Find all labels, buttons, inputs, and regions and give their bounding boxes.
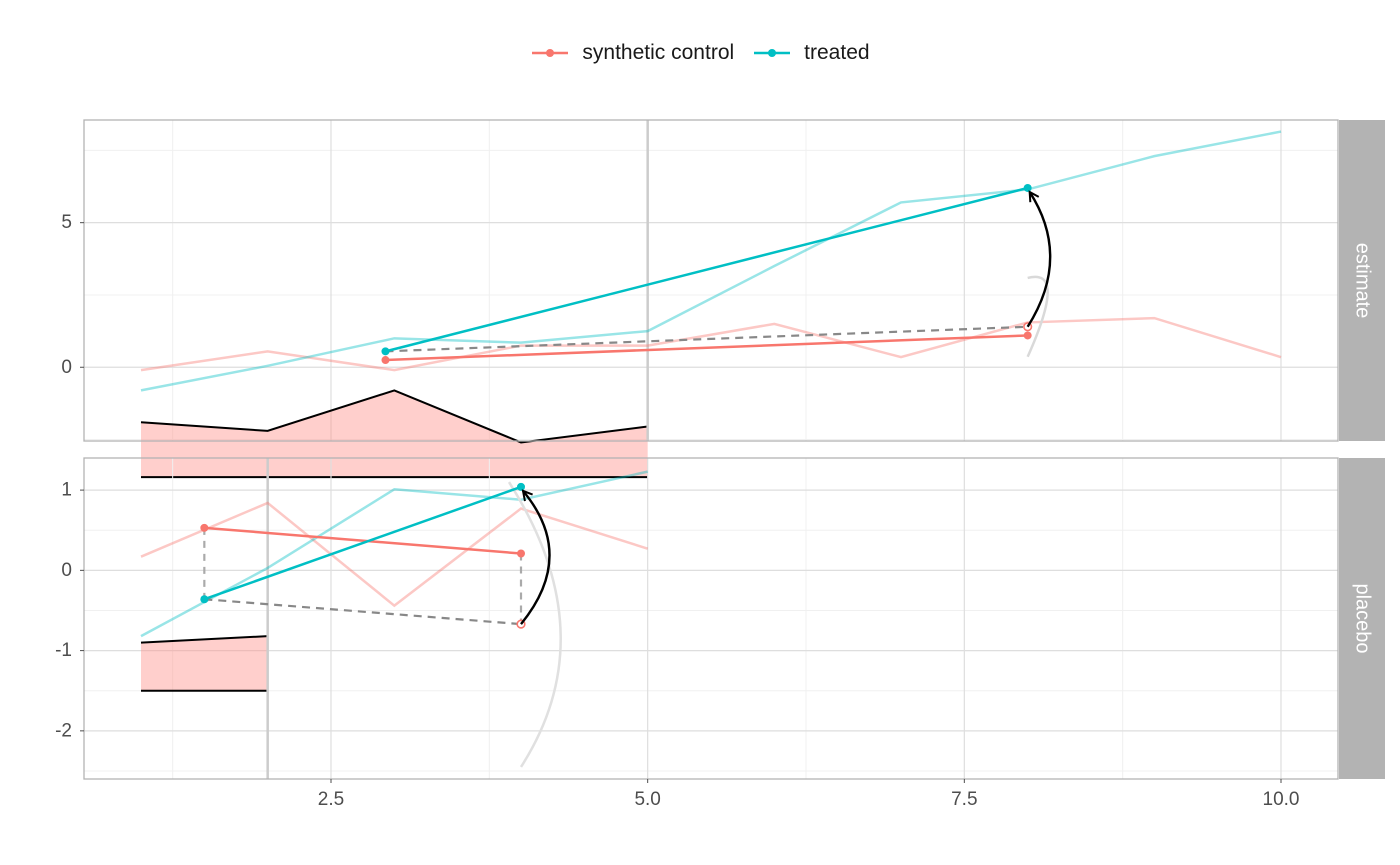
mean-point-treated — [200, 595, 209, 604]
y-tick-label: 0 — [61, 357, 72, 378]
effect-arrow — [1026, 192, 1052, 328]
mean-line-treated — [203, 485, 522, 601]
panel-placebo: placebo 1 0 -1 -2 — [55, 457, 1385, 780]
legend-label-synthetic-control: synthetic control — [582, 41, 735, 64]
strip-label-estimate: estimate — [1352, 243, 1374, 319]
mean-line-synthetic-control — [385, 334, 1028, 362]
strip-label-placebo: placebo — [1352, 583, 1374, 653]
legend-key-synthetic-control — [532, 49, 569, 57]
effect-arrow — [520, 491, 551, 625]
strip-background — [1339, 120, 1385, 441]
mean-point-treated — [1023, 183, 1032, 192]
y-tick-label: 1 — [61, 480, 72, 501]
mean-point-synthetic-control — [1023, 331, 1032, 340]
series-line-synthetic-control — [140, 316, 1282, 372]
mean-point-treated — [517, 482, 525, 491]
series-line-synthetic-control — [140, 501, 649, 608]
x-tick-label: 7.5 — [951, 789, 977, 810]
legend-label-treated: treated — [804, 41, 870, 64]
series-line-treated — [140, 470, 648, 638]
legend-key-treated — [754, 49, 791, 57]
ribbon-top-line — [140, 389, 648, 444]
y-tick-label: 0 — [61, 560, 72, 581]
ribbon-top-line — [140, 635, 268, 644]
x-tick-label: 10.0 — [1263, 789, 1300, 810]
strip-background — [1339, 458, 1385, 779]
ribbon-area — [141, 636, 268, 691]
legend: synthetic control treated — [0, 38, 1400, 68]
mean-point-treated — [381, 347, 390, 356]
legend-item-synthetic-control: synthetic control — [530, 38, 734, 68]
y-tick-label: -2 — [55, 720, 72, 741]
panel-border — [83, 119, 1339, 442]
dashed-connector — [385, 325, 1028, 353]
panel-estimate: estimate 5 0 — [61, 119, 1385, 479]
mean-line-treated — [385, 186, 1028, 353]
dashed-connector — [204, 598, 522, 626]
mean-point-synthetic-control — [200, 523, 209, 532]
ribbon-area — [141, 390, 648, 478]
mean-line-synthetic-control — [204, 526, 522, 555]
y-tick-label: 5 — [61, 212, 72, 233]
mean-point-synthetic-control — [381, 356, 390, 365]
x-tick-label: 2.5 — [318, 789, 344, 810]
panel-border — [83, 457, 1339, 780]
series-line-treated — [140, 130, 1282, 392]
y-tick-label: -1 — [55, 640, 72, 661]
x-tick-label: 5.0 — [634, 789, 660, 810]
guide-curve — [1026, 275, 1049, 358]
legend-item-treated: treated — [752, 38, 870, 68]
mean-point-synthetic-control — [517, 549, 525, 558]
guide-curve — [507, 481, 562, 768]
